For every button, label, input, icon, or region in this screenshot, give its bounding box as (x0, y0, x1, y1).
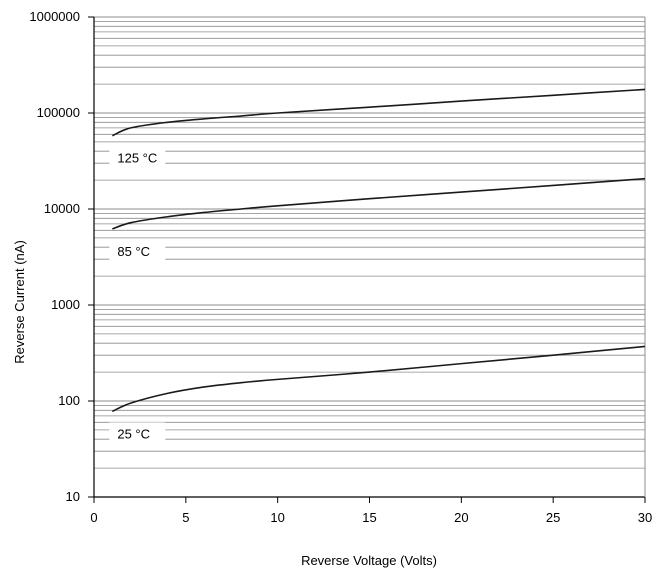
x-tick-label: 5 (182, 510, 189, 525)
series-label: 25 °C (109, 422, 166, 445)
x-tick-label: 0 (90, 510, 97, 525)
series-line (112, 345, 646, 413)
x-tick-label: 20 (454, 510, 468, 525)
series-labels: 125 °C 85 °C 25 °C (109, 146, 166, 445)
series-label: 125 °C (109, 146, 166, 169)
y-axis-title: Reverse Current (nA) (12, 240, 27, 364)
y-tick-label: 10 (66, 489, 80, 504)
x-axis-title: Reverse Voltage (Volts) (301, 553, 437, 568)
series-label-text: 25 °C (117, 426, 150, 441)
series-label-background (109, 422, 166, 445)
x-tick-label: 25 (546, 510, 560, 525)
series-line (112, 88, 646, 137)
series-lines (112, 88, 646, 413)
series-label-background (109, 146, 166, 169)
y-tick-label: 1000000 (29, 9, 80, 24)
y-tick-label: 10000 (44, 201, 80, 216)
x-tick-label: 15 (362, 510, 376, 525)
y-tick-label: 100 (58, 393, 80, 408)
series-label-background (109, 239, 166, 262)
x-tick-label: 10 (270, 510, 284, 525)
series-label-text: 85 °C (117, 244, 150, 259)
axis-ticks: 0 5 10 15 20 25 30 10 100 1000 10000 100000 1000000 (29, 9, 652, 525)
series-label: 85 °C (109, 239, 166, 262)
grid-lines (94, 16, 645, 498)
y-tick-label: 1000 (51, 297, 80, 312)
x-tick-label: 30 (638, 510, 652, 525)
series-label-text: 125 °C (117, 151, 157, 166)
series-line (112, 177, 646, 230)
y-tick-label: 100000 (37, 105, 80, 120)
